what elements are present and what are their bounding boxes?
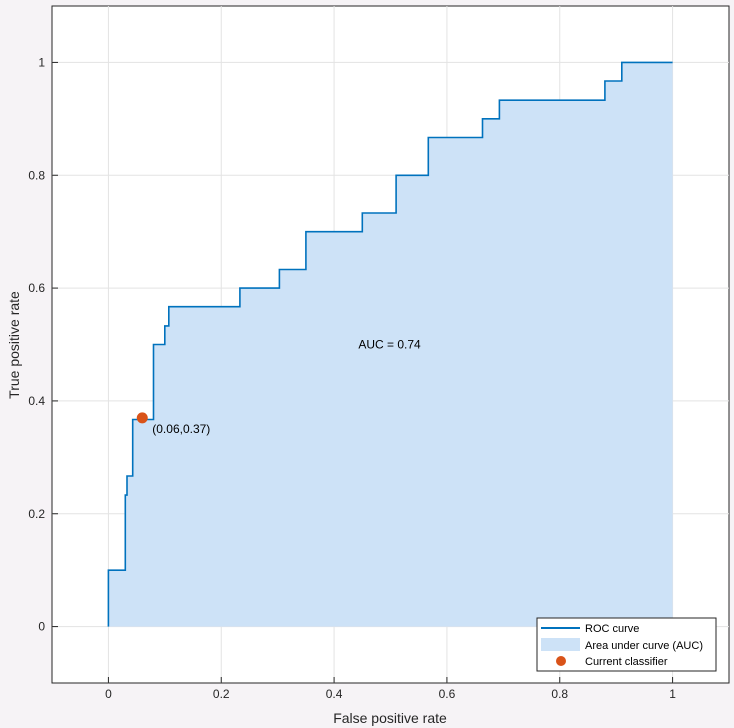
y-tick-label: 1 [38,55,45,69]
tick-labels: 0 0.2 0.4 0.6 0.8 1 0 0.2 0.4 0.6 0.8 1 [28,55,676,701]
marker-layer [136,412,148,424]
current-classifier-label: (0.06,0.37) [152,422,210,436]
x-tick-label: 1 [669,687,676,701]
legend-auc-swatch [541,638,580,651]
roc-line-layer [107,61,673,627]
y-tick-label: 0.6 [28,281,45,295]
x-tick-label: 0.8 [551,687,568,701]
legend-roc-label: ROC curve [585,623,639,635]
current-classifier-marker [136,412,148,424]
x-axis-label: False positive rate [333,710,447,726]
y-tick-label: 0.4 [28,394,45,408]
auc-area-layer [108,62,673,627]
x-tick-label: 0.6 [439,687,456,701]
legend-auc-label: Area under curve (AUC) [585,640,703,652]
auc-annotation: AUC = 0.74 [358,338,421,352]
y-tick-label: 0.8 [28,168,45,182]
roc-curve-line [107,61,673,627]
y-axis-label: True positive rate [6,291,22,399]
auc-area [108,62,673,627]
legend: ROC curve Area under curve (AUC) Current… [536,617,717,672]
x-tick-label: 0.4 [326,687,343,701]
y-tick-label: 0 [38,620,45,634]
y-tick-label: 0.2 [28,507,45,521]
legend-classifier-label: Current classifier [585,656,668,668]
x-tick-label: 0 [105,687,112,701]
legend-classifier-marker [556,656,566,666]
x-tick-label: 0.2 [213,687,230,701]
